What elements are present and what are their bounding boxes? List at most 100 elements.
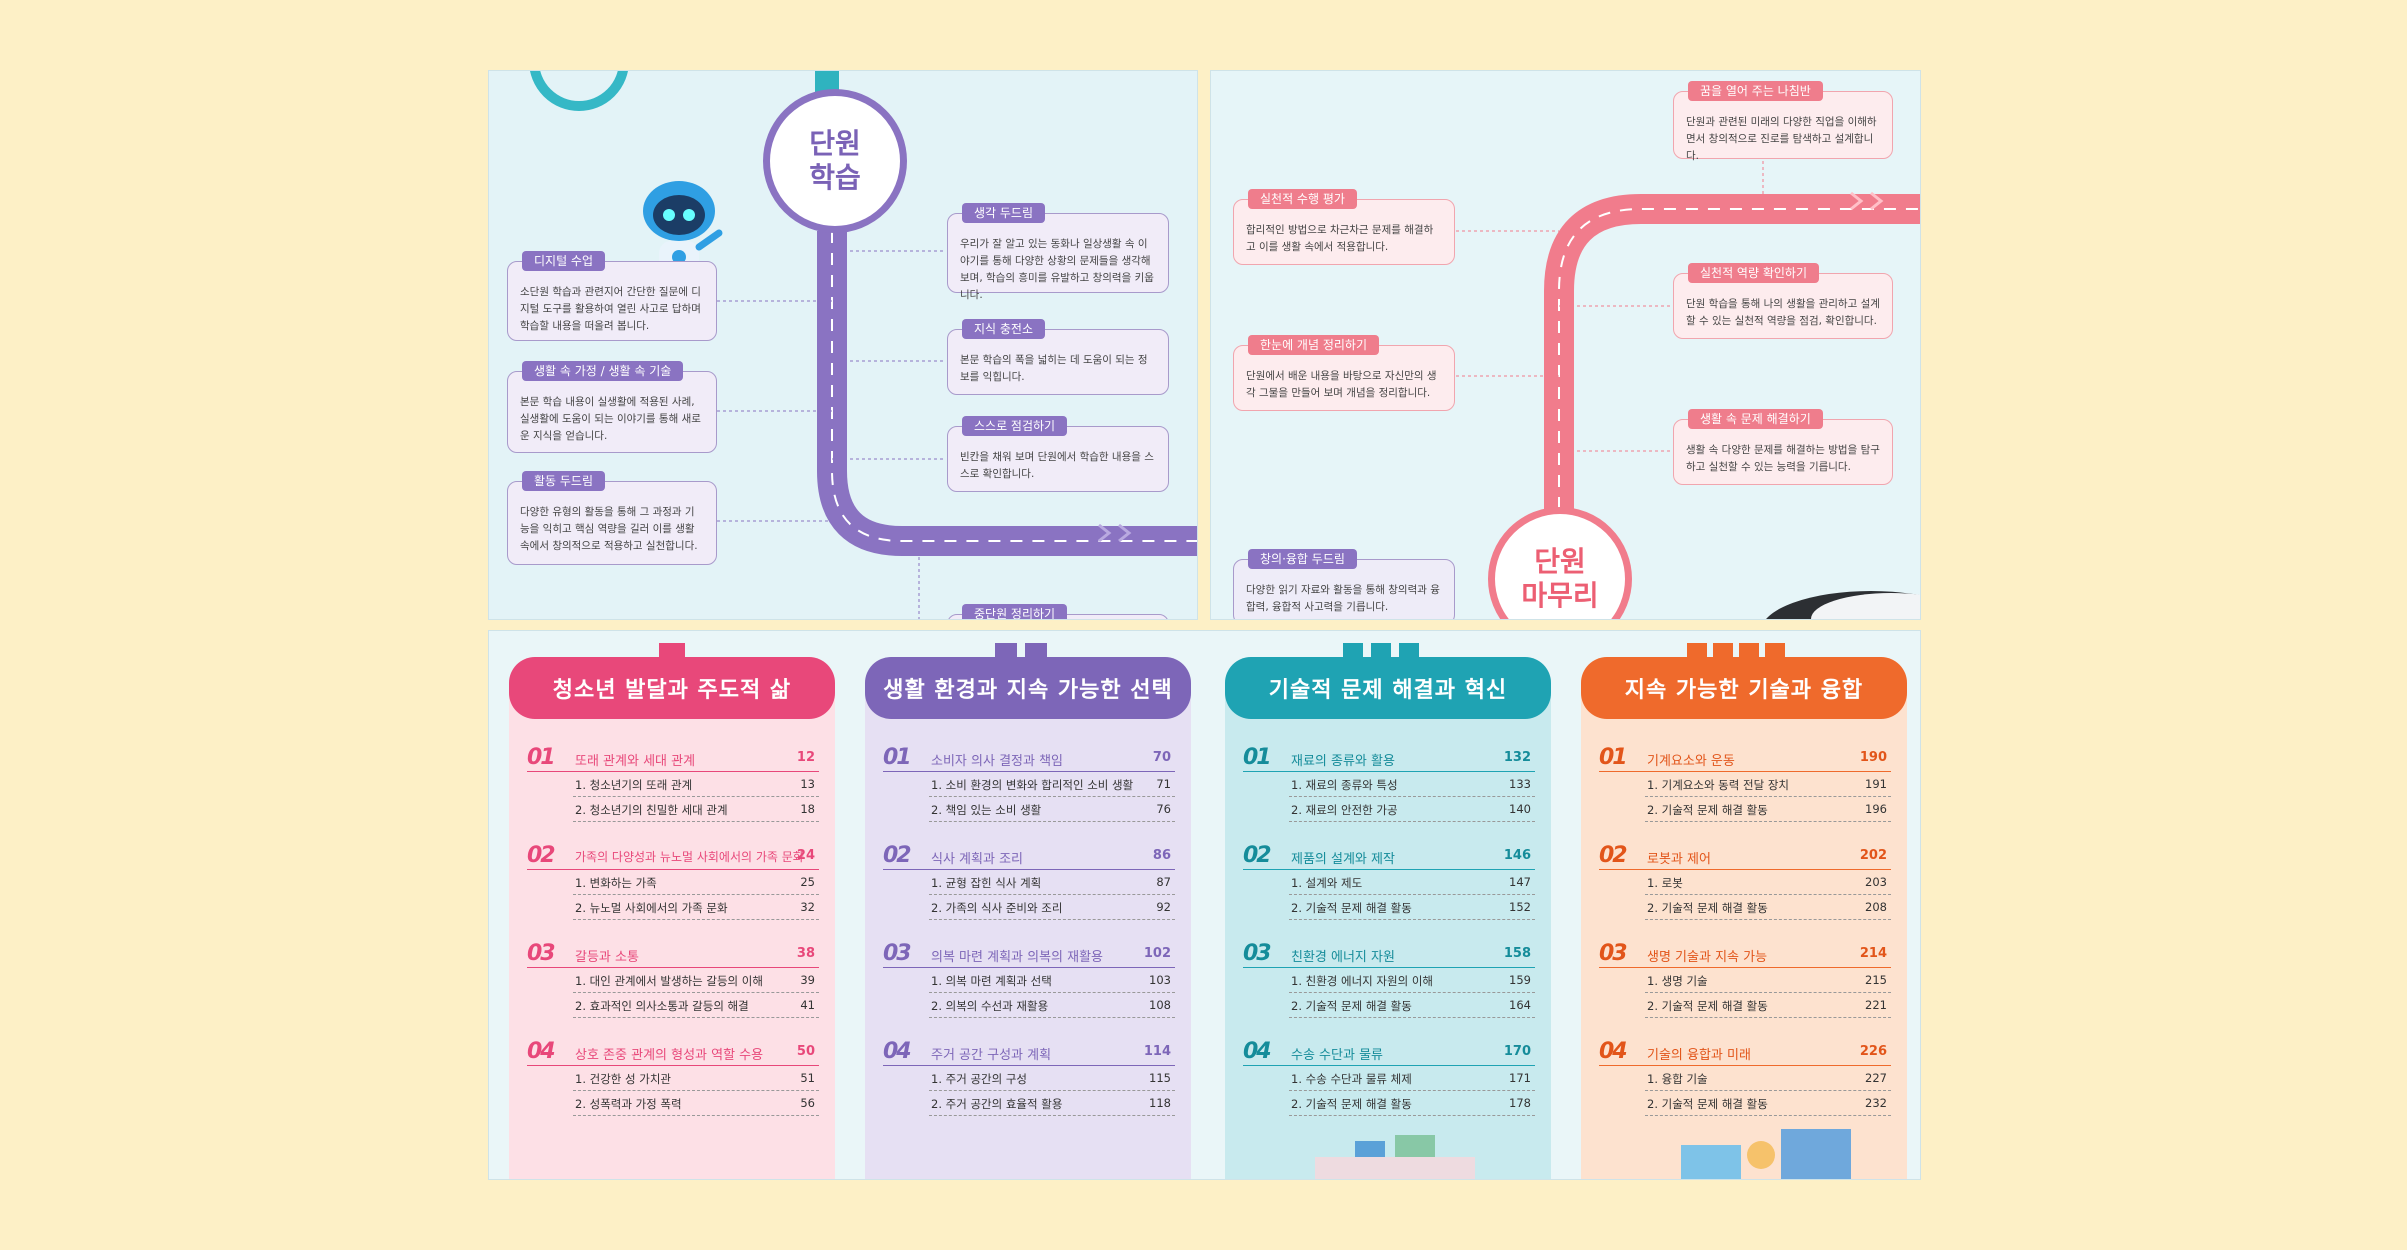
unit-number: 03: [527, 941, 556, 966]
box-tag: 디지털 수업: [522, 251, 606, 271]
subunit-row[interactable]: 1. 수송 수단과 물류 체제 171: [1289, 1066, 1535, 1091]
subunit-row[interactable]: 2. 기술적 문제 해결 활동 178: [1289, 1091, 1535, 1116]
subunit-row[interactable]: 1. 생명 기술 215: [1645, 968, 1891, 993]
info-box-thinking: 생각 두드림 우리가 잘 알고 있는 동화나 일상생활 속 이야기를 통해 다양…: [947, 203, 1169, 301]
subunit-row[interactable]: 2. 기술적 문제 해결 활동 221: [1645, 993, 1891, 1018]
box-tag: 실천적 수행 평가: [1248, 189, 1357, 209]
info-box-activity: 활동 두드림 다양한 유형의 활동을 통해 그 과정과 기능을 익히고 핵심 역…: [507, 471, 717, 565]
unit-block: 03 갈등과 소통 38 1. 대인 관계에서 발생하는 갈등의 이해 39 2. 효…: [527, 943, 819, 1018]
subunit-row[interactable]: 2. 재료의 안전한 가공 140: [1289, 797, 1535, 822]
box-text: 단원 학습을 통해 나의 생활을 관리하고 설계할 수 있는 실천적 역량을 점…: [1686, 298, 1880, 327]
illustration-icon: [1681, 1129, 1851, 1179]
unit-block: 01 기계요소와 운동 190 1. 기계요소와 동력 전달 장치 191 2. 기술…: [1599, 747, 1891, 822]
subunit-row[interactable]: 1. 건강한 성 가치관 51: [573, 1066, 819, 1091]
unit-title[interactable]: 또래 관계와 세대 관계: [575, 754, 696, 769]
box-text: 우리가 잘 알고 있는 동화나 일상생활 속 이야기를 통해 다양한 상황의 문…: [960, 238, 1154, 301]
unit-page: 158: [1503, 946, 1531, 961]
info-box-life-home: 생활 속 가정 / 생활 속 기술 본문 학습 내용이 실생활에 적용된 사례,…: [507, 361, 717, 453]
info-box-performance: 실천적 수행 평가 합리적인 방법으로 차근차근 문제를 해결하고 이를 생활 …: [1233, 189, 1455, 265]
toc-column-3: 기술적 문제 해결과 혁신 01 재료의 종류와 활용 132 1. 재료의 종류와…: [1225, 643, 1551, 1179]
subunit-row[interactable]: 2. 기술적 문제 해결 활동 164: [1289, 993, 1535, 1018]
unit-page: 38: [796, 946, 815, 961]
toc-column-1: 청소년 발달과 주도적 삶 01 또래 관계와 세대 관계 12 1. 청소년기의 …: [509, 643, 835, 1179]
subunit-row[interactable]: 2. 의복의 수선과 재활용 108: [929, 993, 1175, 1018]
subunit-row[interactable]: 2. 책임 있는 소비 생활 76: [929, 797, 1175, 822]
info-box-problem-solving: 생활 속 문제 해결하기 생활 속 다양한 문제를 해결하는 방법을 탐구하고 …: [1673, 409, 1893, 485]
unit-title[interactable]: 상호 존중 관계의 형성과 역할 수용: [575, 1048, 764, 1063]
unit-page: 146: [1503, 848, 1531, 863]
unit-title[interactable]: 가족의 다양성과 뉴노멀 사회에서의 가족 문화: [575, 850, 804, 864]
subunit-row[interactable]: 1. 친환경 에너지 자원의 이해 159: [1289, 968, 1535, 993]
info-box-self-check: 스스로 점검하기 빈칸을 채워 보며 단원에서 학습한 내용을 스스로 확인합니…: [947, 416, 1169, 492]
unit-closing-badge: 단원 마무리: [1488, 507, 1632, 619]
subunit-row[interactable]: 2. 기술적 문제 해결 활동 196: [1645, 797, 1891, 822]
unit-number: 01: [1243, 745, 1272, 770]
subunit-row[interactable]: 2. 효과적인 의사소통과 갈등의 해결 41: [573, 993, 819, 1018]
unit-number: 04: [883, 1039, 912, 1064]
subunit-row[interactable]: 1. 의복 마련 계획과 선택 103: [929, 968, 1175, 993]
subunit-row[interactable]: 2. 기술적 문제 해결 활동 152: [1289, 895, 1535, 920]
unit-page: 24: [796, 848, 815, 863]
unit-title[interactable]: 수송 수단과 물류: [1291, 1048, 1383, 1063]
subunit-row[interactable]: 2. 주거 공간의 효율적 활용 118: [929, 1091, 1175, 1116]
subunit-row[interactable]: 2. 기술적 문제 해결 활동 232: [1645, 1091, 1891, 1116]
unit-block: 04 기술의 융합과 미래 226 1. 융합 기술 227 2. 기술적 문제 해결…: [1599, 1041, 1891, 1116]
subunit-row[interactable]: 2. 가족의 식사 준비와 조리 92: [929, 895, 1175, 920]
subunit-row[interactable]: 2. 성폭력과 가정 폭력 56: [573, 1091, 819, 1116]
closing-path-road: [1456, 149, 1920, 619]
box-text: 본문 학습의 폭을 넓히는 데 도움이 되는 정보를 익힙니다.: [960, 354, 1148, 383]
info-box-summary: 중단원 정리하기: [947, 604, 1169, 619]
unit-page: 86: [1152, 848, 1171, 863]
subunit-row[interactable]: 1. 주거 공간의 구성 115: [929, 1066, 1175, 1091]
unit-block: 03 친환경 에너지 자원 158 1. 친환경 에너지 자원의 이해 159 2. …: [1243, 943, 1535, 1018]
unit-page: 12: [796, 750, 815, 765]
unit-learning-badge: 단원 학습: [763, 89, 907, 233]
unit-number: 01: [527, 745, 556, 770]
box-tag: 스스로 점검하기: [962, 416, 1068, 436]
unit-block: 02 식사 계획과 조리 86 1. 균형 잡힌 식사 계획 87 2. 가족의 식사…: [883, 845, 1175, 920]
unit-title[interactable]: 기술의 융합과 미래: [1647, 1048, 1751, 1063]
box-tag: 창의·융합 두드림: [1248, 549, 1357, 569]
unit-title[interactable]: 주거 공간 구성과 계획: [931, 1048, 1052, 1063]
subunit-row[interactable]: 2. 뉴노멀 사회에서의 가족 문화 32: [573, 895, 819, 920]
subunit-row[interactable]: 1. 균형 잡힌 식사 계획 87: [929, 870, 1175, 895]
subunit-row[interactable]: 1. 기계요소와 동력 전달 장치 191: [1645, 772, 1891, 797]
unit-title[interactable]: 소비자 의사 결정과 책임: [931, 754, 1063, 769]
subunit-row[interactable]: 1. 설계와 제도 147: [1289, 870, 1535, 895]
box-text: 다양한 유형의 활동을 통해 그 과정과 기능을 익히고 핵심 역량을 길러 이…: [520, 506, 698, 552]
box-text: 다양한 읽기 자료와 활동을 통해 창의력과 융합력, 융합적 사고력을 기릅니…: [1246, 584, 1440, 613]
unit-number: 01: [883, 745, 912, 770]
box-text: 합리적인 방법으로 차근차근 문제를 해결하고 이를 생활 속에서 적용합니다.: [1246, 224, 1434, 253]
unit-title[interactable]: 갈등과 소통: [575, 950, 639, 965]
unit-page: 114: [1143, 1044, 1171, 1059]
box-tag: 중단원 정리하기: [962, 604, 1068, 619]
unit-number: 04: [1599, 1039, 1628, 1064]
subunit-row[interactable]: 2. 기술적 문제 해결 활동 208: [1645, 895, 1891, 920]
unit-title[interactable]: 로봇과 제어: [1647, 852, 1711, 867]
subunit-row[interactable]: 1. 대인 관계에서 발생하는 갈등의 이해 39: [573, 968, 819, 993]
subunit-row[interactable]: 1. 재료의 종류와 특성 133: [1289, 772, 1535, 797]
unit-page: 102: [1143, 946, 1171, 961]
unit-title[interactable]: 의복 마련 계획과 의복의 재활용: [931, 950, 1104, 965]
unit-title[interactable]: 친환경 에너지 자원: [1291, 950, 1395, 965]
toc-column-2: 생활 환경과 지속 가능한 선택 01 소비자 의사 결정과 책임 70 1. 소비…: [865, 643, 1191, 1179]
unit-title[interactable]: 제품의 설계와 제작: [1291, 852, 1395, 867]
unit-number: 02: [883, 843, 912, 868]
subunit-row[interactable]: 1. 변화하는 가족 25: [573, 870, 819, 895]
box-tag: 실천적 역량 확인하기: [1688, 263, 1819, 283]
unit-title[interactable]: 생명 기술과 지속 가능: [1647, 950, 1768, 965]
subunit-row[interactable]: 1. 로봇 203: [1645, 870, 1891, 895]
unit-page: 214: [1859, 946, 1887, 961]
subunit-row[interactable]: 1. 청소년기의 또래 관계 13: [573, 772, 819, 797]
unit-title[interactable]: 식사 계획과 조리: [931, 852, 1023, 867]
unit-title[interactable]: 기계요소와 운동: [1647, 754, 1735, 769]
unit-title[interactable]: 재료의 종류와 활용: [1291, 754, 1395, 769]
unit-block: 03 의복 마련 계획과 의복의 재활용 102 1. 의복 마련 계획과 선택 10…: [883, 943, 1175, 1018]
subunit-row[interactable]: 1. 융합 기술 227: [1645, 1066, 1891, 1091]
column-title: 청소년 발달과 주도적 삶: [509, 657, 835, 719]
subunit-row[interactable]: 1. 소비 환경의 변화와 합리적인 소비 생활 71: [929, 772, 1175, 797]
info-box-competency: 실천적 역량 확인하기 단원 학습을 통해 나의 생활을 관리하고 설계할 수 …: [1673, 263, 1893, 339]
subunit-row[interactable]: 2. 청소년기의 친밀한 세대 관계 18: [573, 797, 819, 822]
box-text: 단원에서 배운 내용을 바탕으로 자신만의 생각 그물을 만들어 보며 개념을 …: [1246, 370, 1437, 399]
box-tag: 활동 두드림: [522, 471, 606, 491]
